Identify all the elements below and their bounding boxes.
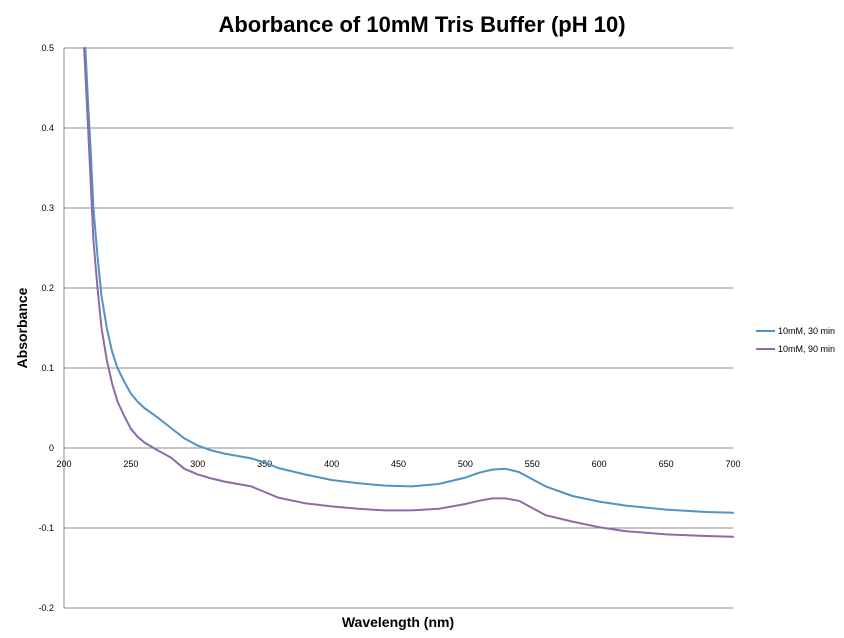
- x-tick-label: 250: [123, 459, 138, 469]
- legend: 10mM, 30 min 10mM, 90 min: [756, 326, 835, 354]
- y-tick-label: 0.1: [41, 363, 54, 373]
- x-tick-label: 450: [391, 459, 406, 469]
- legend-label: 10mM, 30 min: [778, 326, 835, 336]
- y-tick-label: -0.2: [38, 603, 54, 613]
- x-tick-label: 650: [659, 459, 674, 469]
- chart-title: Aborbance of 10mM Tris Buffer (pH 10): [218, 12, 625, 37]
- x-tick-label: 300: [190, 459, 205, 469]
- x-tick-label: 350: [257, 459, 272, 469]
- series-lines: [83, 47, 734, 538]
- gridlines: [64, 47, 733, 609]
- x-tick-label: 200: [56, 459, 71, 469]
- y-tick-label: 0: [49, 443, 54, 453]
- series-line-2: [83, 47, 734, 538]
- legend-label: 10mM, 90 min: [778, 344, 835, 354]
- x-tick-label: 400: [324, 459, 339, 469]
- axes: [63, 48, 733, 608]
- x-tick-label: 500: [458, 459, 473, 469]
- y-tick-label: 0.4: [41, 123, 54, 133]
- y-tick-label: 0.5: [41, 43, 54, 53]
- x-tick-label: 700: [725, 459, 740, 469]
- series-line-1: [84, 47, 734, 514]
- x-tick-label: 600: [592, 459, 607, 469]
- y-tick-label: 0.2: [41, 283, 54, 293]
- y-axis-label: Absorbance: [14, 287, 30, 368]
- x-tick-label: 550: [525, 459, 540, 469]
- x-axis-label: Wavelength (nm): [342, 614, 454, 630]
- y-tick-labels: -0.2 -0.1 0 0.1 0.2 0.3 0.4 0.5: [38, 43, 54, 613]
- y-tick-label: 0.3: [41, 203, 54, 213]
- y-tick-label: -0.1: [38, 523, 54, 533]
- x-tick-labels: 200 250 300 350 400 450 500 550 600 650 700: [56, 459, 740, 469]
